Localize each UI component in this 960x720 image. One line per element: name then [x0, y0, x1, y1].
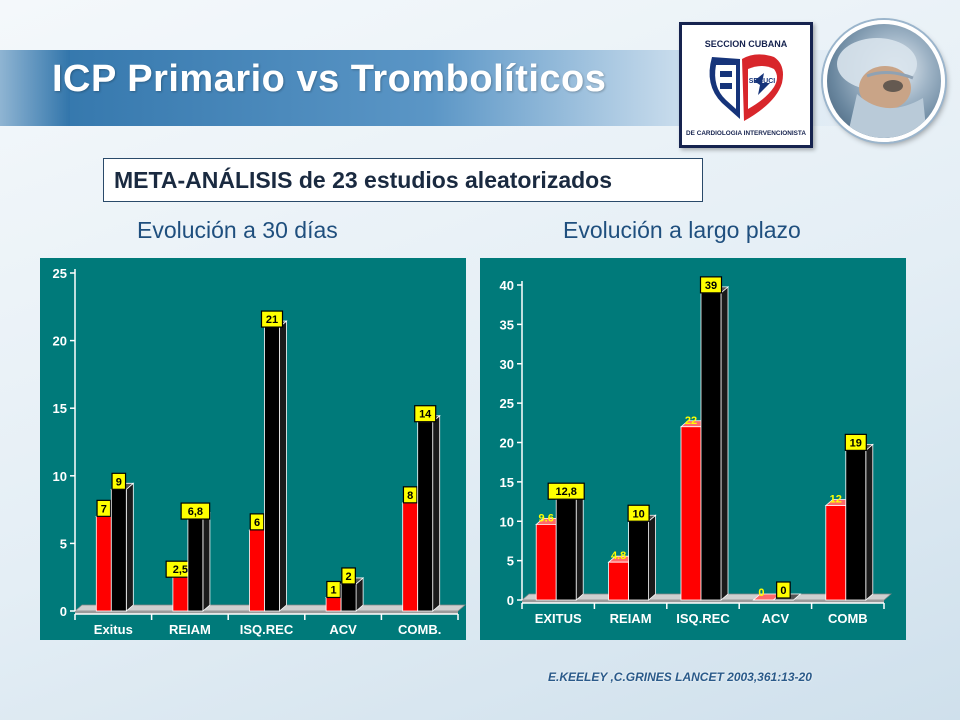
logo-line2: SECUCI: [749, 78, 776, 85]
chart-floor-edge: [75, 611, 458, 614]
x-tick-label: EXITUS: [535, 611, 582, 626]
data-label: 6,8: [188, 506, 203, 518]
chart-panel-30-days: 0 5 10 15 20 25 Exitus REIAM ISQ.REC ACV COMB. 7 2,5…: [40, 258, 466, 640]
data-label: 39: [705, 280, 717, 292]
bar-black-1: [627, 514, 657, 601]
chart-floor-edge: [522, 600, 884, 603]
data-label: 9.6: [539, 512, 554, 524]
chart-title-30-days: Evolución a 30 días: [137, 217, 338, 243]
x-tick-label: ISQ.REC: [676, 611, 730, 626]
data-label: 1: [331, 584, 337, 596]
x-tick-label: ACV: [762, 611, 790, 626]
x-tick-label: COMB.: [398, 622, 441, 637]
y-tick-label: 15: [500, 475, 514, 490]
plot-area: 0 5 10 15 20 25 Exitus REIAM ISQ.REC ACV COMB. 7 2,5…: [53, 266, 466, 637]
data-label-box: [111, 472, 127, 490]
data-label-box: [627, 504, 650, 522]
data-label: 19: [850, 437, 862, 449]
logo-line1: SECCION CUBANA: [705, 39, 788, 49]
y-tick-label: 0: [60, 604, 67, 619]
data-label: 2: [346, 571, 352, 583]
data-label: 22: [685, 415, 697, 427]
y-tick-label: 10: [53, 469, 67, 484]
y-tick-label: 5: [60, 536, 67, 551]
bar-black-0: [555, 492, 585, 601]
page-title: ICP Primario vs Trombolíticos: [52, 58, 607, 100]
data-label-box: [260, 310, 284, 328]
data-label: 8: [407, 490, 413, 502]
secuci-emblem: [709, 54, 783, 121]
secuci-logo: SECCION CUBANA SECUCI DE CARDIOLOGIA INT…: [679, 22, 813, 148]
data-label-box: [776, 581, 791, 599]
data-label: 4.8: [611, 550, 626, 562]
data-label: 0: [780, 585, 786, 597]
chart-title-long-term: Evolución a largo plazo: [563, 217, 801, 243]
data-label-box: [414, 405, 437, 423]
citation: E.KEELEY ,C.GRINES LANCET 2003,361:13-20: [548, 670, 812, 684]
data-label: 21: [266, 314, 278, 326]
y-tick-label: 35: [500, 317, 514, 332]
bar-black-4: [416, 414, 441, 612]
x-tick-label: Exitus: [94, 622, 133, 637]
doctor-photo: [823, 20, 945, 142]
y-tick-label: 25: [500, 396, 514, 411]
data-label: 12: [830, 494, 842, 506]
data-label: 0: [758, 587, 764, 599]
chart-long-term: 0 5 10 15 20 25 30 35 40 EXITUS REIAM ISQ.REC ACV COM…: [500, 276, 892, 626]
y-tick-label: 10: [500, 514, 514, 529]
bar-black-0: [110, 482, 135, 612]
x-tick-label: ISQ.REC: [240, 622, 294, 637]
data-label-box: [249, 513, 265, 531]
plot-area: 0 5 10 15 20 25 30 35 40 EXITUS REIAM ISQ.REC ACV COM…: [500, 276, 892, 626]
subtitle-box: META-ANÁLISIS de 23 estudios aleatorizad…: [103, 158, 703, 202]
chart-panel-long-term: 0 5 10 15 20 25 30 35 40 EXITUS REIAM ISQ.REC ACV COM…: [480, 258, 906, 640]
data-label-box: [341, 567, 356, 585]
bar-black-2: [263, 320, 288, 612]
bar-black-4: [844, 443, 874, 601]
data-label-box: [699, 276, 723, 294]
y-tick-label: 20: [500, 436, 514, 451]
data-label: 14: [419, 409, 432, 421]
data-label: 12,8: [555, 486, 576, 498]
y-tick-label: 20: [53, 334, 67, 349]
data-label-box: [96, 499, 112, 517]
x-tick-label: REIAM: [169, 622, 211, 637]
logo-line3: DE CARDIOLOGIA INTERVENCIONISTA: [686, 130, 806, 137]
x-tick-label: REIAM: [610, 611, 652, 626]
data-label-box: [402, 486, 418, 504]
x-tick-label: ACV: [329, 622, 357, 637]
data-label-box: [844, 433, 867, 451]
x-tick-label: COMB: [828, 611, 868, 626]
data-label: 6: [254, 517, 260, 529]
bar-black-1: [186, 512, 211, 612]
y-tick-label: 15: [53, 401, 67, 416]
y-tick-label: 30: [500, 357, 514, 372]
data-label-box: [547, 482, 585, 500]
data-label: 10: [632, 508, 644, 520]
data-label-box: [326, 580, 341, 599]
y-tick-label: 0: [507, 593, 514, 608]
chart-30-days: 0 5 10 15 20 25 Exitus REIAM ISQ.REC ACV COMB. 7 2,5…: [53, 266, 466, 637]
data-label: 2,5: [173, 564, 188, 576]
y-tick-label: 5: [507, 554, 514, 569]
y-tick-label: 40: [500, 278, 514, 293]
data-label-box: [180, 502, 211, 520]
y-tick-label: 25: [53, 266, 67, 281]
bar-black-2: [699, 286, 730, 601]
data-label: 7: [101, 503, 107, 515]
data-label: 9: [116, 476, 122, 488]
